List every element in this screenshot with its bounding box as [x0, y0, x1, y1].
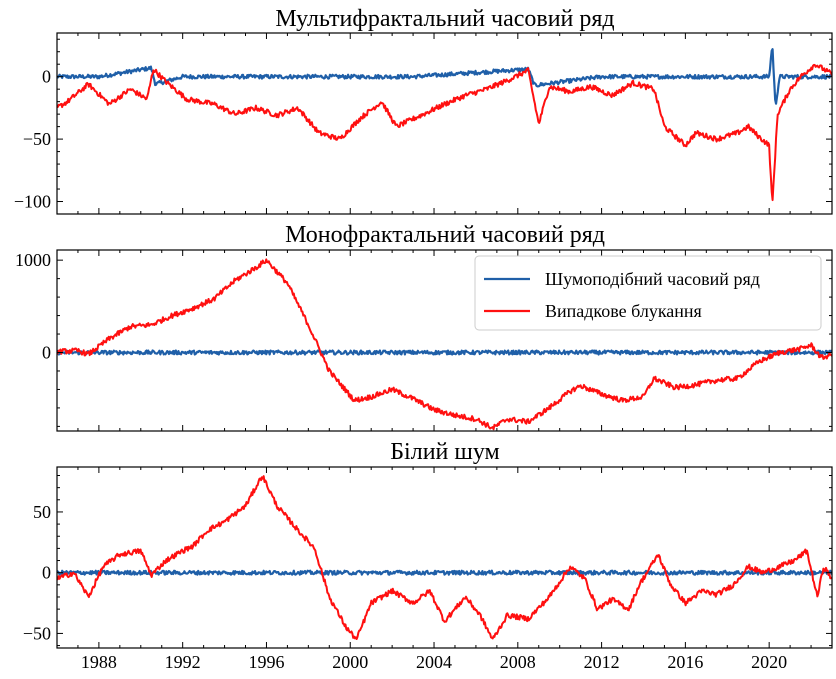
- series-layer: [57, 48, 832, 202]
- y-tick-label: −100: [14, 192, 51, 212]
- x-tick-label: 2008: [500, 652, 536, 672]
- series-line-random-walk: [57, 258, 832, 431]
- y-tick-label: −50: [23, 129, 51, 149]
- y-tick-label: 50: [33, 502, 51, 522]
- chart-title: Монофрактальний часовий ряд: [285, 222, 605, 248]
- legend-box: [474, 255, 822, 331]
- plot-frame: [56, 249, 833, 432]
- chart-title: Мультифрактальний часовий ряд: [275, 6, 614, 32]
- series-layer: [57, 475, 832, 640]
- series-line-noise: [57, 48, 832, 105]
- x-tick-label: 2016: [667, 652, 703, 672]
- panel-multifractal: Мультифрактальний часовий ряд 0 −50 −100: [14, 6, 833, 215]
- y-tick-label: 0: [42, 563, 51, 583]
- x-tick-label: 2000: [332, 652, 368, 672]
- panel-monofractal: Монофрактальний часовий ряд 1000 0 Шумопо…: [15, 222, 833, 432]
- y-tick-label: 0: [42, 67, 51, 87]
- ticks-layer: 0 −50 −100: [14, 33, 833, 215]
- ticks-layer: 1000 0: [15, 250, 833, 431]
- plot-frame: [56, 32, 833, 215]
- x-tick-label: 1992: [165, 652, 201, 672]
- x-tick-label: 1996: [248, 652, 284, 672]
- series-line-random-walk: [57, 63, 832, 202]
- plot-frame: [56, 466, 833, 649]
- series-layer: [57, 258, 832, 431]
- series-line-noise: [57, 349, 832, 356]
- series-line-noise: [57, 569, 832, 576]
- x-tick-label: 2004: [416, 652, 452, 672]
- ticks-layer: 50 0 −50 1988 1992 1996 2000 2004 2008 2012 2016 20…: [23, 467, 833, 672]
- x-tick-label: 2012: [584, 652, 620, 672]
- legend-label: Випадкове блукання: [545, 301, 702, 321]
- legend-label: Шумоподібний часовий ряд: [545, 269, 760, 289]
- series-line-random-walk: [57, 475, 832, 640]
- y-tick-label: −50: [23, 623, 51, 643]
- legend: Шумоподібний часовий ряд Випадкове блука…: [474, 255, 822, 331]
- x-tick-label: 1988: [81, 652, 117, 672]
- y-tick-label: 1000: [15, 250, 51, 270]
- chart-title: Білий шум: [390, 439, 499, 465]
- x-tick-label: 2020: [751, 652, 787, 672]
- panel-white-noise: Білий шум 50 0 −50 1988 1992 1996 2000 2004 2008…: [23, 439, 833, 672]
- y-tick-label: 0: [42, 343, 51, 363]
